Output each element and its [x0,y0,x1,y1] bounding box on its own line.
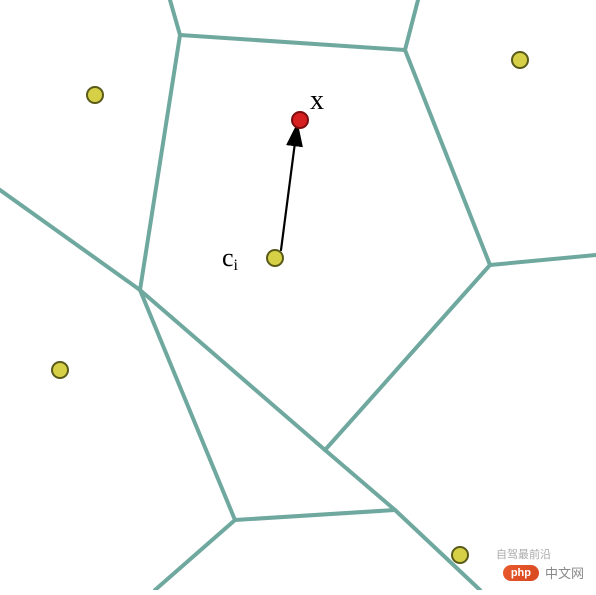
label-ci: ci [222,243,238,275]
site-3 [52,362,68,378]
watermark: php 中文网 [503,563,584,582]
label-x: x [310,85,324,117]
centroid-ci [267,250,283,266]
watermark-badge: php [503,565,539,581]
diagram-svg [0,0,596,590]
voronoi-diagram: x ci [0,0,596,590]
voronoi-edge [405,0,418,50]
voronoi-edge [490,255,596,265]
site-4 [452,547,468,563]
watermark-text: 中文网 [545,563,584,582]
sub-watermark-text: 自驾最前沿 [496,546,551,562]
voronoi-edge [170,0,180,35]
voronoi-edge [235,510,395,520]
site-2 [512,52,528,68]
voronoi-edge [405,50,490,265]
site-1 [87,87,103,103]
voronoi-edge [0,190,140,290]
voronoi-edge [155,520,235,590]
arrow-ci-to-x [281,127,297,250]
label-ci-subscript: i [234,257,238,274]
voronoi-edge [325,450,395,510]
voronoi-edge [140,290,325,450]
voronoi-edge [325,265,490,450]
voronoi-edge [140,35,180,290]
voronoi-edge [180,35,405,50]
voronoi-edge [140,290,235,520]
point-x [292,112,308,128]
label-ci-c: c [222,243,234,272]
